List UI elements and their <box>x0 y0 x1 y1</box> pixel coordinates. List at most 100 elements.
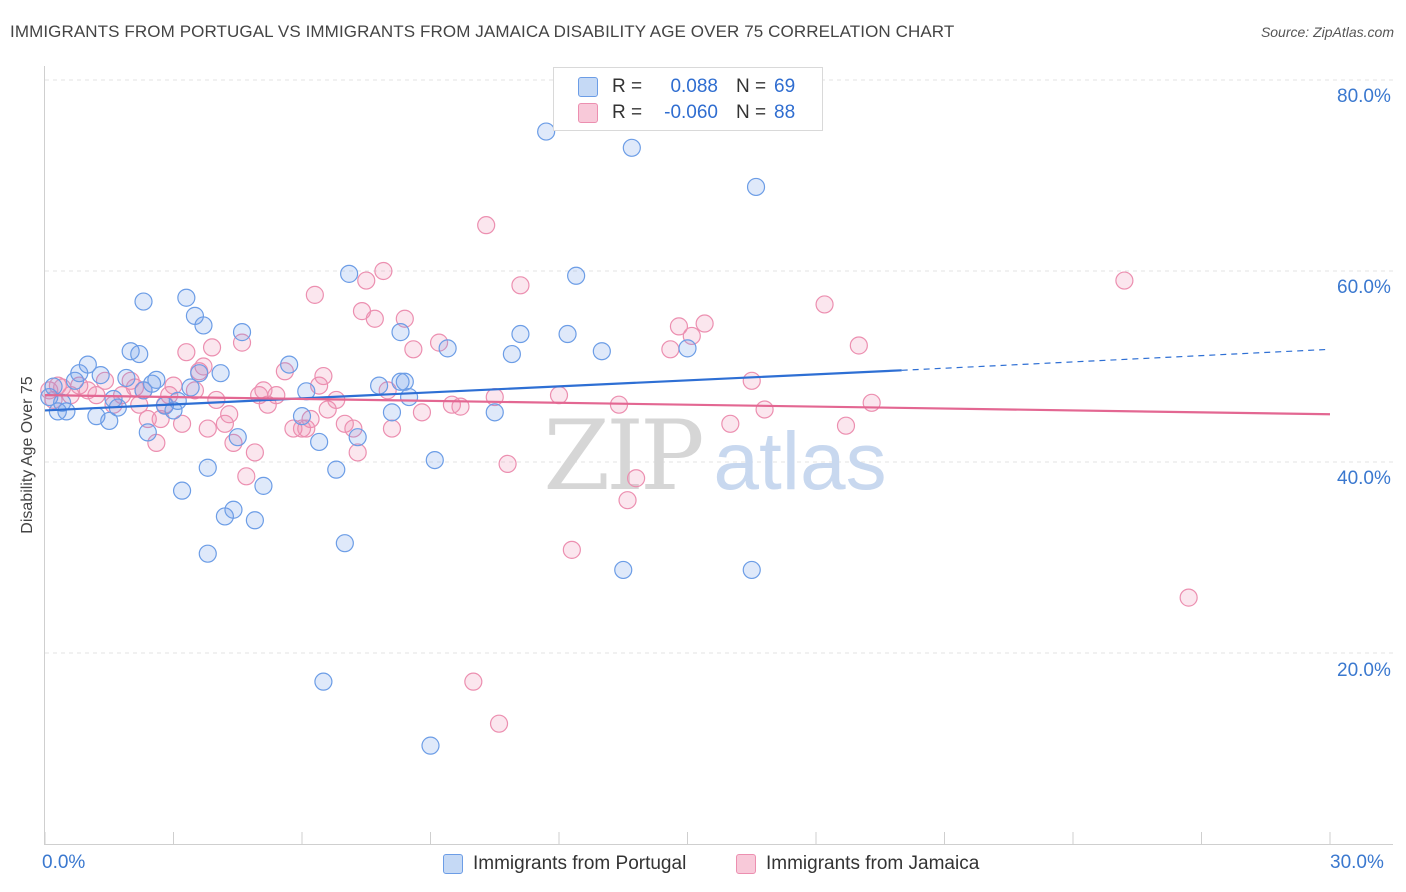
portugal-point <box>177 288 196 307</box>
portugal-point <box>485 403 504 422</box>
jamaica-point <box>626 469 646 488</box>
jamaica-point <box>489 714 509 733</box>
jamaica-point <box>395 309 414 328</box>
portugal-point <box>164 401 183 420</box>
jamaica-point <box>477 216 496 235</box>
portugal-point <box>104 389 123 409</box>
portugal-point <box>438 339 457 358</box>
legend-r-value: -0.060 <box>664 102 718 123</box>
portugal-point <box>399 387 419 407</box>
jamaica-point <box>357 271 376 290</box>
jamaica-point <box>344 419 363 438</box>
jamaica-point <box>618 491 637 510</box>
portugal-point <box>335 534 354 553</box>
jamaica-point <box>498 454 517 474</box>
chart-title: IMMIGRANTS FROM PORTUGAL VS IMMIGRANTS F… <box>10 22 955 41</box>
portugal-point <box>232 323 252 342</box>
jamaica-point <box>220 405 239 424</box>
jamaica-point <box>245 443 264 462</box>
jamaica-point <box>138 409 157 429</box>
portugal-point <box>567 266 586 285</box>
portugal-trend-line <box>44 369 902 412</box>
legend-swatch-jamaica <box>578 103 598 123</box>
jamaica-point <box>661 340 680 359</box>
portugal-point <box>382 403 402 422</box>
watermark: ZIP atlas <box>543 400 886 512</box>
legend-swatch-portugal <box>578 77 598 97</box>
trend-lines <box>44 348 1331 416</box>
legend-row-portugal: R = 0.088 N = 69 <box>578 76 795 98</box>
portugal-point <box>168 391 187 410</box>
portugal-point <box>194 316 213 335</box>
jamaica-point <box>374 261 393 281</box>
portugal-point <box>138 423 157 442</box>
portugal-point <box>147 370 166 389</box>
jamaica-point <box>412 403 432 422</box>
jamaica-point <box>151 409 170 429</box>
portugal-point <box>537 122 556 141</box>
portugal-point <box>78 355 97 374</box>
portugal-trend-extension <box>901 348 1331 371</box>
x-tick-label-right: 30.0% <box>1330 852 1384 873</box>
jamaica-point <box>314 366 333 386</box>
portugal-point <box>117 368 136 388</box>
jamaica-point <box>721 414 740 433</box>
y-tick-label-40: 40.0% <box>1337 468 1391 489</box>
jamaica-point <box>442 395 462 414</box>
portugal-point <box>134 381 153 400</box>
jamaica-point <box>695 314 714 333</box>
jamaica-point <box>365 309 384 328</box>
portugal-point <box>57 402 76 421</box>
jamaica-point <box>1115 271 1134 290</box>
portugal-point <box>100 411 119 431</box>
jamaica-point <box>511 276 530 295</box>
correlation-legend: R = 0.088 N = 69 R = -0.060 N = 88 <box>553 67 823 131</box>
y-tick-label-80: 80.0% <box>1337 86 1391 107</box>
portugal-point <box>44 377 63 396</box>
jamaica-point <box>404 340 423 359</box>
portugal-point <box>130 344 149 364</box>
jamaica-point <box>464 672 483 691</box>
portugal-point <box>425 450 444 470</box>
series-portugal <box>40 122 766 755</box>
portugal-point <box>391 372 410 391</box>
jamaica-point <box>755 400 774 419</box>
portugal-point <box>190 364 209 383</box>
portugal-point <box>245 511 264 530</box>
jamaica-point <box>164 376 183 395</box>
jamaica-point <box>549 386 569 405</box>
bottom-legend-swatch-portugal <box>443 854 463 874</box>
jamaica-point <box>849 336 868 355</box>
portugal-point <box>53 393 72 412</box>
portugal-point <box>224 500 243 519</box>
jamaica-point <box>237 467 256 486</box>
y-tick-label-20: 20.0% <box>1337 660 1391 681</box>
jamaica-point <box>862 393 881 412</box>
y-axis-label: Disability Age Over 75 <box>19 376 36 534</box>
jamaica-point <box>382 419 402 438</box>
portugal-point <box>370 376 389 395</box>
bottom-legend-portugal: Immigrants from Portugal <box>443 852 686 876</box>
portugal-point <box>310 432 329 452</box>
jamaica-trend-line <box>44 394 1331 416</box>
watermark-zip: ZIP <box>543 400 702 512</box>
legend-r-label: R = <box>612 76 643 97</box>
bottom-legend-label-portugal: Immigrants from Portugal <box>473 853 687 874</box>
legend-n-value: 69 <box>774 76 796 97</box>
y-tick-label-60: 60.0% <box>1337 277 1391 298</box>
portugal-point <box>280 355 299 374</box>
legend-n-label: N = <box>736 102 767 123</box>
jamaica-point <box>742 371 761 390</box>
portugal-point <box>228 428 247 447</box>
portugal-point <box>314 672 333 691</box>
portugal-point <box>746 177 766 197</box>
jamaica-point <box>267 386 286 405</box>
portugal-point <box>91 365 110 385</box>
legend-n-value: 88 <box>774 102 796 123</box>
chart-source: Source: ZipAtlas.com <box>1260 24 1394 40</box>
portugal-point <box>181 378 200 397</box>
x-tick-label-left: 0.0% <box>42 852 86 873</box>
watermark-atlas: atlas <box>713 416 886 507</box>
portugal-point <box>198 544 217 563</box>
axes <box>44 66 1393 845</box>
